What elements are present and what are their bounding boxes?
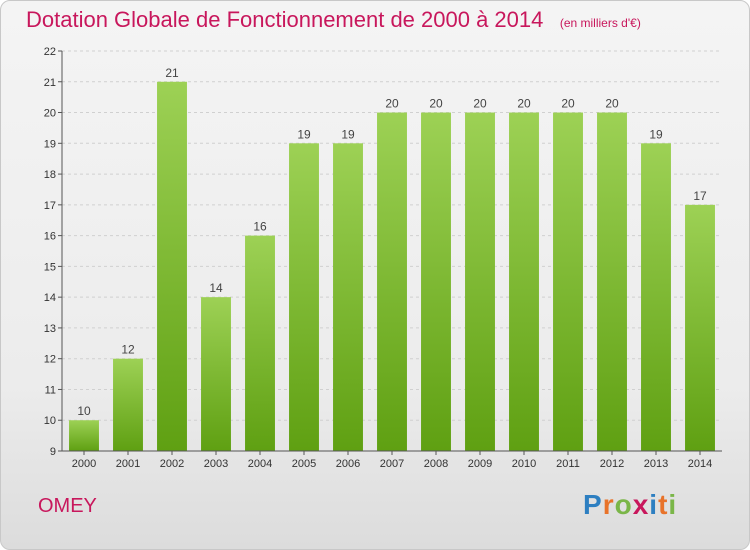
logo-letter: i bbox=[668, 489, 678, 520]
y-tick-label: 9 bbox=[50, 446, 56, 458]
x-tick-label: 2007 bbox=[380, 458, 404, 470]
x-tick-label: 2009 bbox=[468, 458, 492, 470]
y-tick-label: 22 bbox=[44, 46, 56, 58]
y-tick-label: 10 bbox=[44, 415, 56, 427]
bar-value-label: 20 bbox=[605, 97, 619, 111]
labels: 9 10 11 12 13 14 15 16 17 18 19 20 21 22 2000 10 2001 12 2… bbox=[44, 46, 712, 470]
y-tick-label: 18 bbox=[44, 169, 56, 181]
bar-value-label: 19 bbox=[297, 127, 311, 141]
logo-letter: t bbox=[658, 489, 669, 520]
y-tick-label: 14 bbox=[44, 292, 56, 304]
x-tick-label: 2003 bbox=[204, 458, 228, 470]
bar-value-label: 19 bbox=[341, 127, 355, 141]
logo-letter: r bbox=[602, 489, 615, 520]
y-tick-label: 17 bbox=[44, 200, 56, 212]
x-tick-label: 2011 bbox=[556, 458, 580, 470]
x-tick-label: 2012 bbox=[600, 458, 624, 470]
chart-title: Dotation Globale de Fonctionnement de 20… bbox=[26, 7, 544, 32]
x-tick-label: 2001 bbox=[116, 458, 140, 470]
bar bbox=[245, 235, 275, 451]
logo-letter: o bbox=[614, 489, 633, 520]
chart-unit: (en milliers d'€) bbox=[559, 16, 641, 30]
x-tick-label: 2000 bbox=[72, 458, 96, 470]
bar-value-label: 20 bbox=[473, 97, 487, 111]
bar bbox=[113, 358, 143, 451]
bar bbox=[421, 112, 451, 452]
proxiti-logo[interactable]: Proxiti bbox=[583, 489, 677, 521]
bar-value-label: 16 bbox=[253, 220, 267, 234]
y-tick-label: 11 bbox=[45, 384, 56, 396]
bar bbox=[553, 112, 583, 452]
logo-letter: P bbox=[583, 489, 603, 520]
bars bbox=[69, 81, 715, 452]
x-tick-label: 2002 bbox=[160, 458, 184, 470]
bar-value-label: 20 bbox=[429, 97, 443, 111]
bar-value-label: 20 bbox=[385, 97, 399, 111]
chart-title-block: Dotation Globale de Fonctionnement de 20… bbox=[26, 7, 641, 33]
bar-value-label: 19 bbox=[649, 127, 663, 141]
bar-value-label: 12 bbox=[121, 343, 135, 357]
x-tick-label: 2008 bbox=[424, 458, 448, 470]
bar bbox=[465, 112, 495, 452]
y-tick-label: 16 bbox=[44, 231, 56, 243]
bar-value-label: 20 bbox=[561, 97, 575, 111]
bar bbox=[685, 204, 715, 451]
y-tick-label: 15 bbox=[44, 261, 56, 273]
x-tick-label: 2004 bbox=[248, 458, 272, 470]
x-tick-label: 2014 bbox=[688, 458, 712, 470]
x-tick-label: 2013 bbox=[644, 458, 668, 470]
y-tick-label: 20 bbox=[44, 108, 56, 120]
bar-value-label: 10 bbox=[77, 404, 91, 418]
x-tick-label: 2006 bbox=[336, 458, 360, 470]
y-tick-label: 19 bbox=[44, 138, 56, 150]
bar bbox=[509, 112, 539, 452]
bar-value-label: 14 bbox=[209, 281, 223, 295]
bar bbox=[69, 420, 99, 451]
y-tick-label: 21 bbox=[44, 77, 56, 89]
axes bbox=[58, 50, 722, 455]
logo-letter: x bbox=[632, 489, 650, 520]
x-tick-label: 2005 bbox=[292, 458, 316, 470]
bar-value-label: 21 bbox=[165, 66, 179, 80]
bar bbox=[333, 143, 363, 452]
logo-letter: i bbox=[649, 489, 659, 520]
bar-value-label: 17 bbox=[693, 189, 707, 203]
y-tick-label: 12 bbox=[44, 354, 56, 366]
bar bbox=[289, 143, 319, 452]
bar bbox=[157, 81, 187, 452]
x-tick-label: 2010 bbox=[512, 458, 536, 470]
commune-name: OMEY bbox=[38, 495, 97, 517]
y-tick-label: 13 bbox=[44, 323, 56, 335]
bar bbox=[201, 297, 231, 451]
bar bbox=[641, 143, 671, 452]
bar-value-label: 20 bbox=[517, 97, 531, 111]
bar bbox=[377, 112, 407, 452]
bar bbox=[597, 112, 627, 452]
